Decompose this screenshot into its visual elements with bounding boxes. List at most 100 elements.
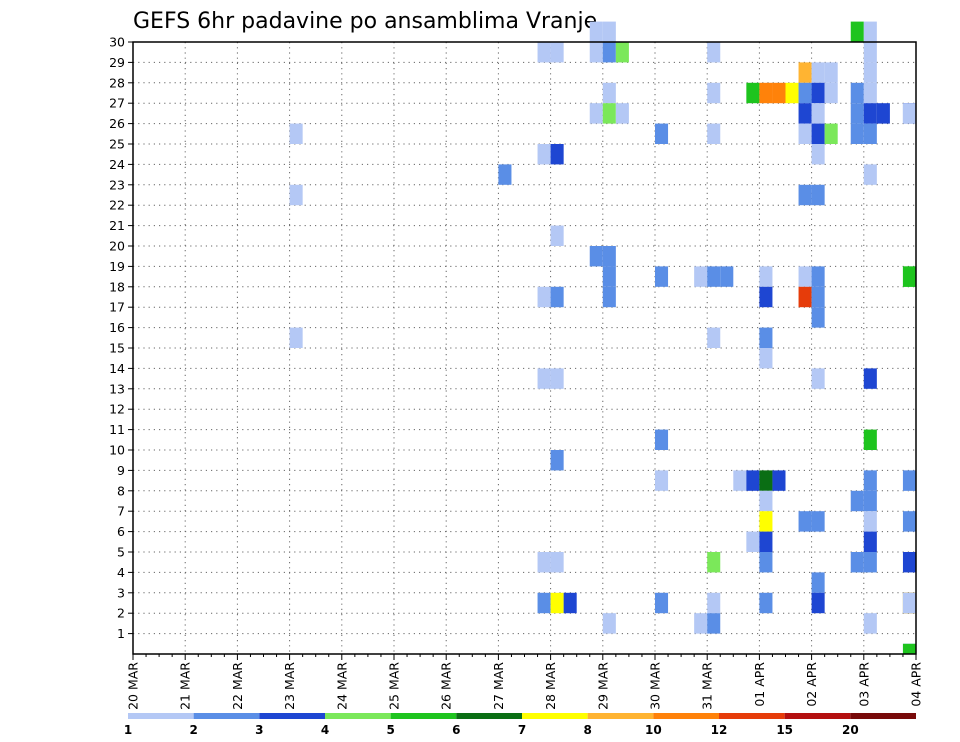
heatmap-cell — [824, 62, 838, 83]
heatmap-cell — [707, 123, 721, 144]
heatmap-cell — [811, 62, 825, 83]
x-tick-label: 02 APR — [804, 662, 819, 707]
heatmap-cell — [759, 348, 773, 369]
x-tick-label: 03 APR — [856, 662, 871, 707]
heatmap-cell — [655, 470, 669, 491]
legend-label: 6 — [452, 723, 460, 737]
heatmap-cell — [550, 286, 564, 308]
heatmap-cell — [759, 327, 773, 348]
heatmap-cell — [798, 266, 812, 287]
x-tick-label: 01 APR — [752, 662, 767, 707]
heatmap-cell — [850, 123, 864, 144]
x-tick-label: 23 MAR — [282, 662, 297, 710]
y-tick-label: 12 — [109, 402, 125, 417]
heatmap-cell — [602, 246, 616, 267]
heatmap-cell — [902, 592, 916, 614]
y-tick-label: 21 — [109, 218, 125, 233]
heatmap-cell — [655, 592, 669, 614]
x-tick-label: 24 MAR — [334, 662, 349, 710]
heatmap-cell — [850, 21, 864, 42]
legend-swatch — [850, 713, 916, 719]
heatmap-cell — [694, 266, 708, 287]
heatmap-cell — [863, 470, 877, 491]
legend-label: 15 — [776, 723, 793, 737]
heatmap-cell — [824, 123, 838, 144]
heatmap-cell — [550, 450, 564, 471]
y-tick-label: 14 — [109, 361, 125, 376]
legend-swatch — [587, 713, 654, 719]
heatmap-cell — [811, 286, 825, 308]
y-tick-label: 10 — [109, 443, 125, 458]
heatmap-cell — [289, 123, 303, 144]
heatmap-cell — [811, 103, 825, 124]
legend-swatch — [456, 713, 522, 719]
y-tick-label: 30 — [109, 35, 125, 50]
heatmap-cell — [759, 490, 773, 512]
heatmap-cell — [720, 266, 734, 287]
chart-title: GEFS 6hr padavine po ansamblima Vranje — [133, 9, 597, 34]
legend-label: 7 — [518, 723, 526, 737]
heatmap-cell — [772, 82, 786, 104]
x-tick-label: 25 MAR — [387, 662, 402, 710]
y-tick-label: 6 — [117, 524, 125, 539]
heatmap-cell — [876, 103, 890, 124]
legend-label: 8 — [583, 723, 591, 737]
heatmap-cell — [655, 123, 669, 144]
y-tick-label: 11 — [109, 422, 125, 437]
heatmap-cell — [537, 552, 551, 573]
heatmap-cell — [602, 42, 616, 63]
y-tick-label: 28 — [109, 75, 125, 90]
heatmap-cell — [850, 82, 864, 104]
heatmap-cell — [863, 429, 877, 450]
heatmap-cell — [537, 592, 551, 614]
y-tick-label: 4 — [117, 565, 125, 580]
legend-label: 5 — [386, 723, 394, 737]
heatmap-cell — [785, 82, 799, 104]
y-tick-label: 2 — [117, 606, 125, 621]
y-tick-label: 9 — [117, 463, 125, 478]
heatmap-cell — [550, 144, 564, 165]
legend-label: 20 — [842, 723, 859, 737]
heatmap-cell — [602, 21, 616, 42]
heatmap-cell — [798, 123, 812, 144]
legend-label: 12 — [711, 723, 728, 737]
heatmap-cell — [759, 286, 773, 308]
legend-swatch — [522, 713, 588, 719]
heatmap-cell — [615, 42, 629, 63]
heatmap-cell — [759, 470, 773, 491]
legend-label: 3 — [255, 723, 263, 737]
heatmap-cell — [550, 42, 564, 63]
heatmap-cell — [537, 42, 551, 63]
heatmap-cell — [863, 164, 877, 185]
heatmap-cell — [863, 368, 877, 389]
heatmap-cell — [589, 246, 603, 267]
heatmap-cell — [902, 266, 916, 287]
legend-swatch — [653, 713, 719, 719]
heatmap-cell — [863, 531, 877, 552]
x-tick-label: 28 MAR — [543, 662, 558, 710]
y-tick-label: 26 — [109, 116, 125, 131]
x-tick-label: 27 MAR — [491, 662, 506, 710]
heatmap-cell — [550, 368, 564, 389]
heatmap-cell — [811, 511, 825, 532]
heatmap-cell — [772, 470, 786, 491]
heatmap-cell — [694, 613, 708, 634]
heatmap-cell — [589, 42, 603, 63]
heatmap-cell — [563, 592, 577, 614]
heatmap-cell — [655, 429, 669, 450]
x-tick-label: 31 MAR — [700, 662, 715, 710]
legend-swatch — [128, 713, 194, 719]
heatmap-cell — [824, 82, 838, 104]
y-tick-label: 17 — [109, 300, 125, 315]
heatmap-cell — [537, 144, 551, 165]
y-tick-label: 3 — [117, 585, 125, 600]
legend-swatch — [193, 713, 260, 719]
y-axis: 1234567891011121314151617181920212223242… — [109, 35, 133, 641]
y-tick-label: 25 — [109, 137, 125, 152]
heatmap-cell — [746, 82, 760, 104]
heatmap-cell — [811, 123, 825, 144]
heatmap-cell — [746, 531, 760, 552]
heatmap-cell — [602, 286, 616, 308]
y-tick-label: 19 — [109, 259, 125, 274]
